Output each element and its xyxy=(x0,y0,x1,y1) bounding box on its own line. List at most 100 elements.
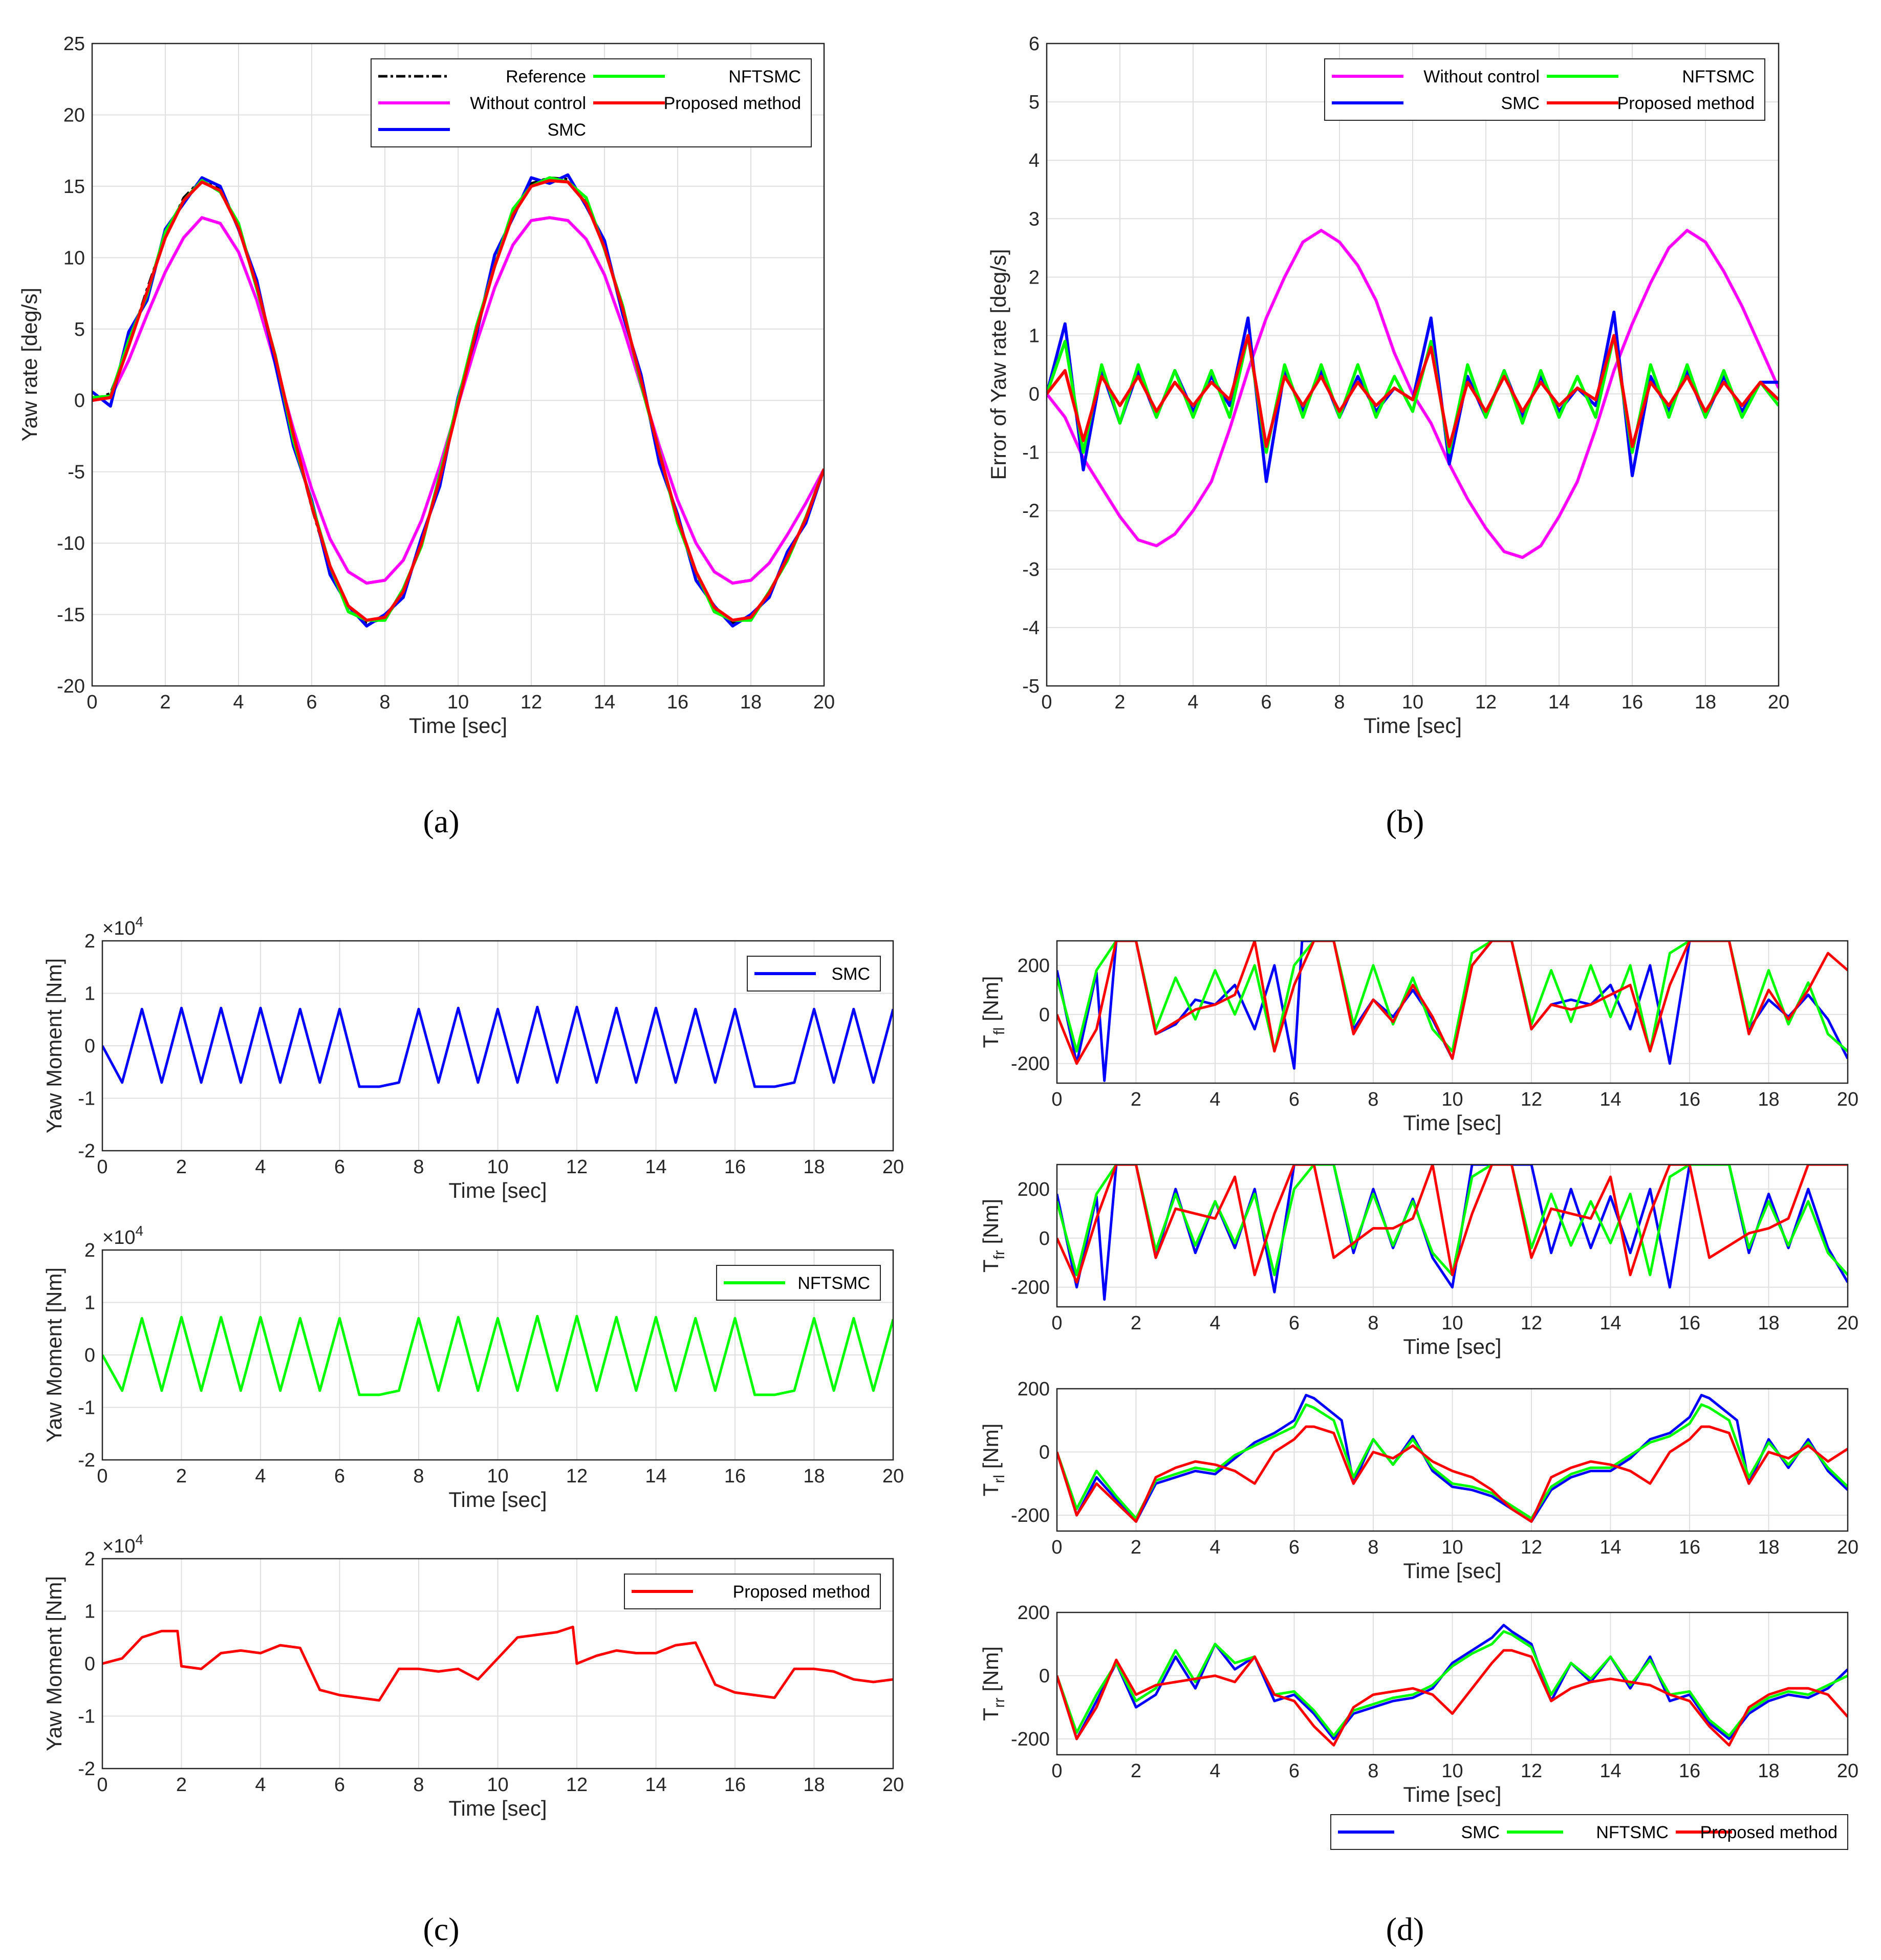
legend-label-proposed: Proposed method xyxy=(664,94,801,113)
x-tick-label: 20 xyxy=(882,1774,904,1796)
series-line-proposed xyxy=(1047,334,1779,448)
legend-label-without_control: Without control xyxy=(470,94,586,113)
x-axis-label: Time [sec] xyxy=(448,1488,547,1512)
x-tick-label: 14 xyxy=(1548,692,1570,713)
x-tick-label: 6 xyxy=(1261,692,1271,713)
series-line-nftsmc xyxy=(1057,941,1848,1053)
x-tick-label: 16 xyxy=(724,1774,746,1796)
x-tick-label: 4 xyxy=(233,692,244,713)
axes-frame xyxy=(101,1558,894,1770)
y-tick-label: 15 xyxy=(63,176,85,198)
x-tick-label: 8 xyxy=(1334,692,1345,713)
x-axis-label: Time [sec] xyxy=(1403,1559,1501,1583)
caption-a: (a) xyxy=(423,803,459,839)
legend-label-smc: SMC xyxy=(1501,94,1540,113)
x-tick-label: 4 xyxy=(1187,692,1198,713)
y-tick-label: -5 xyxy=(68,462,85,483)
y-tick-label: 4 xyxy=(1029,150,1040,171)
legend-label-nftsmc: NFTSMC xyxy=(1596,1823,1669,1842)
y-label-sub: rr xyxy=(991,1697,1008,1708)
x-tick-label: 12 xyxy=(1521,1760,1542,1782)
y-axis-label: Error of Yaw rate [deg/s] xyxy=(986,249,1010,480)
axes-frame xyxy=(1056,1164,1849,1308)
axes-frame xyxy=(101,940,894,1152)
y-tick-label: 2 xyxy=(84,931,95,952)
x-tick-label: 4 xyxy=(255,1466,266,1487)
x-tick-label: 6 xyxy=(334,1156,345,1178)
x-tick-label: 0 xyxy=(97,1156,107,1178)
y-tick-label: 1 xyxy=(84,1293,95,1314)
y-axis-label: Yaw Moment [Nm] xyxy=(42,1576,66,1751)
axes-frame xyxy=(1056,1388,1849,1532)
y-label-unit: [Nm] xyxy=(979,1646,1003,1697)
y-tick-label: -1 xyxy=(78,1088,95,1110)
y-tick-label: 1 xyxy=(84,983,95,1005)
legend-label-smc: SMC xyxy=(1461,1823,1500,1842)
x-tick-label: 6 xyxy=(1289,1312,1300,1334)
x-tick-label: 2 xyxy=(1114,692,1125,713)
y-tick-label: -10 xyxy=(57,533,85,554)
y-label-main: T xyxy=(979,1035,1003,1048)
x-tick-label: 18 xyxy=(1758,1537,1779,1558)
x-tick-label: 2 xyxy=(1131,1537,1141,1558)
x-tick-label: 16 xyxy=(1679,1760,1700,1782)
x-tick-label: 6 xyxy=(1289,1089,1300,1110)
series-group xyxy=(1057,1624,1848,1747)
x-tick-label: 18 xyxy=(1695,692,1716,713)
axis-exponent: ×104 xyxy=(102,1532,143,1557)
axis-exponent-power: 4 xyxy=(135,1532,143,1547)
series-line-nftsmc xyxy=(1057,1403,1848,1520)
x-tick-label: 18 xyxy=(1758,1760,1779,1782)
y-tick-label: 200 xyxy=(1018,955,1050,977)
x-tick-label: 20 xyxy=(1837,1537,1858,1558)
y-tick-label: -3 xyxy=(1022,559,1040,580)
x-tick-label: 14 xyxy=(1599,1537,1621,1558)
y-axis-label: Trl [Nm] xyxy=(979,1424,1008,1497)
x-tick-label: 0 xyxy=(1051,1760,1062,1782)
y-tick-label: 0 xyxy=(84,1036,95,1057)
series-line-smc xyxy=(1057,1393,1848,1523)
series-group xyxy=(102,1005,893,1088)
x-tick-label: 10 xyxy=(447,692,469,713)
y-axis-label: Trr [Nm] xyxy=(979,1646,1008,1721)
x-tick-label: 20 xyxy=(1837,1760,1858,1782)
y-tick-label: 25 xyxy=(63,33,85,55)
x-tick-label: 20 xyxy=(882,1156,904,1178)
y-label-main: T xyxy=(979,1483,1003,1497)
series-group xyxy=(102,1625,893,1702)
series-line-proposed xyxy=(102,1625,893,1702)
y-tick-label: -20 xyxy=(57,676,85,697)
x-tick-label: 20 xyxy=(1768,692,1789,713)
y-label-sub: fr xyxy=(991,1250,1008,1259)
y-tick-label: -2 xyxy=(78,1758,95,1780)
series-line-proposed xyxy=(1057,1649,1848,1747)
legend-label-nftsmc: NFTSMC xyxy=(728,67,801,87)
y-tick-label: 2 xyxy=(84,1240,95,1261)
x-tick-label: 16 xyxy=(1679,1312,1700,1334)
x-axis-label: Time [sec] xyxy=(409,714,507,738)
series-line-nftsmc xyxy=(1057,1630,1848,1737)
series-line-proposed xyxy=(1057,941,1848,1065)
x-tick-label: 8 xyxy=(413,1774,424,1796)
x-tick-label: 18 xyxy=(1758,1089,1779,1110)
axes-frame xyxy=(101,1249,894,1461)
x-tick-label: 4 xyxy=(1209,1537,1220,1558)
x-tick-label: 0 xyxy=(1051,1537,1062,1558)
x-tick-label: 8 xyxy=(413,1156,424,1178)
x-tick-label: 16 xyxy=(1679,1089,1700,1110)
y-tick-label: -2 xyxy=(78,1140,95,1162)
y-label-unit: [Nm] xyxy=(979,1424,1003,1475)
y-tick-label: 6 xyxy=(1029,33,1040,55)
x-tick-label: 14 xyxy=(1599,1760,1621,1782)
x-tick-label: 0 xyxy=(1051,1089,1062,1110)
legend-box xyxy=(1324,58,1765,121)
x-axis-label: Time [sec] xyxy=(1364,714,1462,738)
x-tick-label: 2 xyxy=(176,1156,187,1178)
x-axis-label: Time [sec] xyxy=(448,1178,547,1202)
y-label-sub: rl xyxy=(991,1475,1008,1483)
x-tick-label: 16 xyxy=(724,1156,746,1178)
x-tick-label: 4 xyxy=(1209,1760,1220,1782)
y-tick-label: 0 xyxy=(1039,1442,1050,1463)
